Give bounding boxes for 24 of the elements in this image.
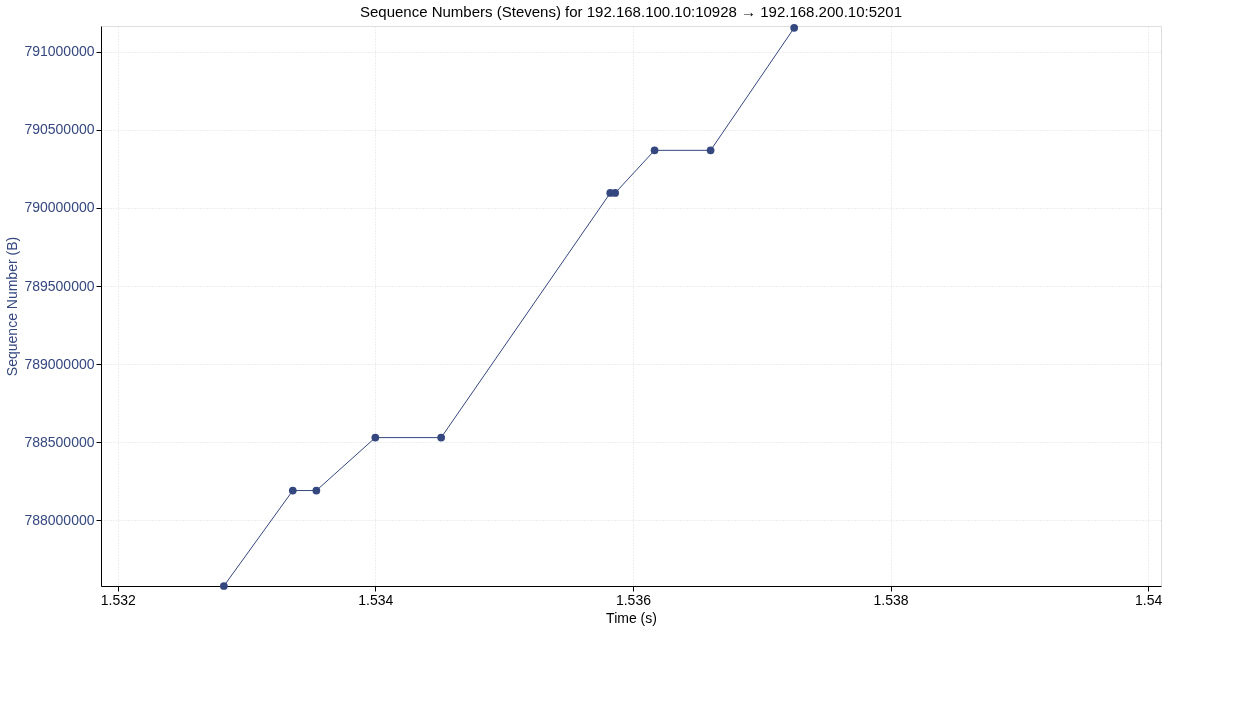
point bbox=[611, 189, 620, 197]
point bbox=[288, 486, 297, 495]
point bbox=[790, 24, 799, 32]
y-tick-label: 790500000 bbox=[24, 121, 95, 138]
x-tick-label: 1.536 bbox=[615, 591, 652, 608]
point bbox=[312, 486, 321, 495]
x-axis-title: Time (s) bbox=[606, 609, 657, 626]
chart-title: Sequence Numbers (Stevens) for 192.168.100.10:10928 → 192.168.200.10:5201 bbox=[359, 3, 903, 20]
point bbox=[437, 433, 446, 442]
point bbox=[650, 146, 659, 155]
y-axis-title: Sequence Number (B) bbox=[4, 236, 21, 377]
point bbox=[371, 433, 380, 442]
x-tick-label: 1.538 bbox=[873, 591, 909, 608]
point bbox=[706, 146, 715, 155]
y-tick-label: 788000000 bbox=[24, 511, 95, 528]
y-tick-label: 790000000 bbox=[24, 199, 95, 216]
y-tick-label: 789500000 bbox=[24, 277, 95, 294]
x-tick-label: 1.54 bbox=[1135, 591, 1163, 608]
x-tick-label: 1.532 bbox=[100, 591, 136, 608]
y-tick-label: 791000000 bbox=[24, 43, 95, 60]
y-tick-label: 789000000 bbox=[24, 355, 95, 372]
y-tick-label: 788500000 bbox=[24, 433, 95, 450]
x-tick-label: 1.534 bbox=[358, 591, 394, 608]
point bbox=[220, 582, 228, 590]
